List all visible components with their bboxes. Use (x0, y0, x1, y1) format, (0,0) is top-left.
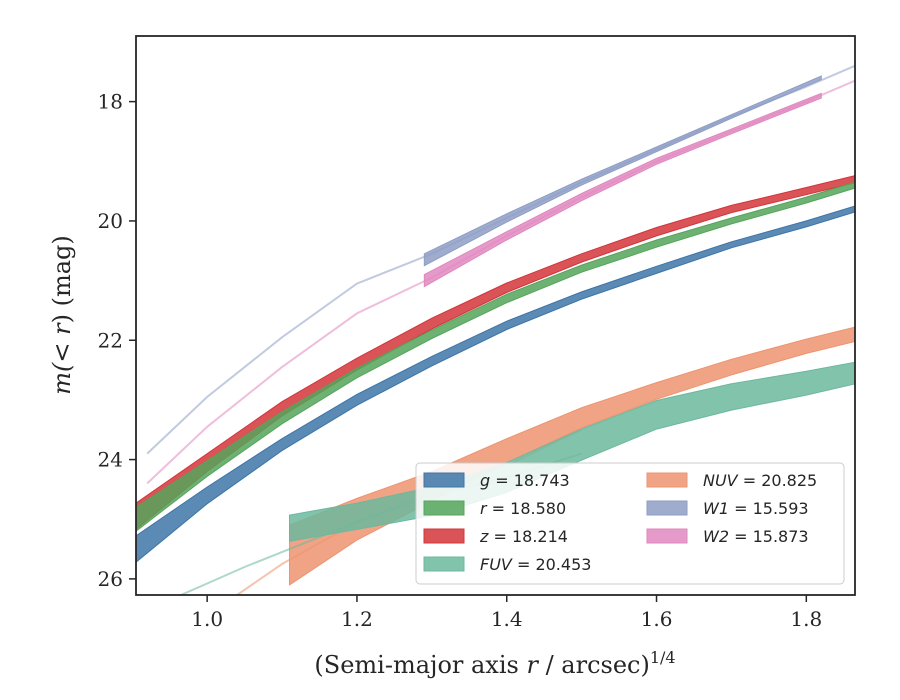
x-axis-label: (Semi-major axis r / arcsec)1/4 (314, 648, 675, 679)
legend-label-r: r = 18.580 (480, 499, 566, 518)
legend-label-nuv: NUV = 20.825 (703, 471, 817, 490)
legend-swatch-g (423, 472, 465, 488)
x-tick-label: 1.2 (341, 607, 373, 631)
legend-swatch-w1 (646, 500, 688, 516)
y-axis: 18 20 22 24 26 (98, 90, 136, 591)
legend-label-z: z = 18.214 (479, 527, 568, 546)
legend-swatch-fuv (423, 556, 465, 572)
x-tick-label: 1.6 (641, 607, 673, 631)
legend-swatch-r (423, 500, 465, 516)
plot-frame (135, 35, 856, 596)
legend-label-fuv: FUV = 20.453 (480, 555, 591, 574)
x-axis: 1.0 1.2 1.4 1.6 1.8 (191, 595, 822, 631)
legend: g = 18.743 r = 18.580 z = 18.214 FUV = 20.4… (415, 462, 845, 585)
y-tick-label: 26 (98, 567, 123, 591)
legend-frame (415, 462, 845, 585)
legend-label-g: g = 18.743 (480, 471, 570, 490)
y-tick-label: 22 (98, 328, 123, 352)
x-tick-label: 1.4 (491, 607, 523, 631)
band-w2 (423, 92, 822, 288)
band-r (136, 181, 855, 532)
legend-swatch-z (423, 528, 465, 544)
legend-label-w1: W1 = 15.593 (703, 499, 809, 518)
band-w1 (423, 75, 822, 267)
y-tick-label: 24 (98, 448, 123, 472)
legend-label-w2: W2 = 15.873 (703, 527, 809, 546)
band-g (136, 205, 855, 563)
y-tick-label: 18 (98, 90, 123, 114)
legend-swatch-w2 (646, 528, 688, 544)
legend-swatch-nuv (646, 472, 688, 488)
x-tick-label: 1.0 (191, 607, 223, 631)
x-tick-label: 1.8 (790, 607, 822, 631)
y-tick-label: 20 (98, 209, 123, 233)
y-axis-label: m(< r) (mag) (48, 235, 76, 395)
